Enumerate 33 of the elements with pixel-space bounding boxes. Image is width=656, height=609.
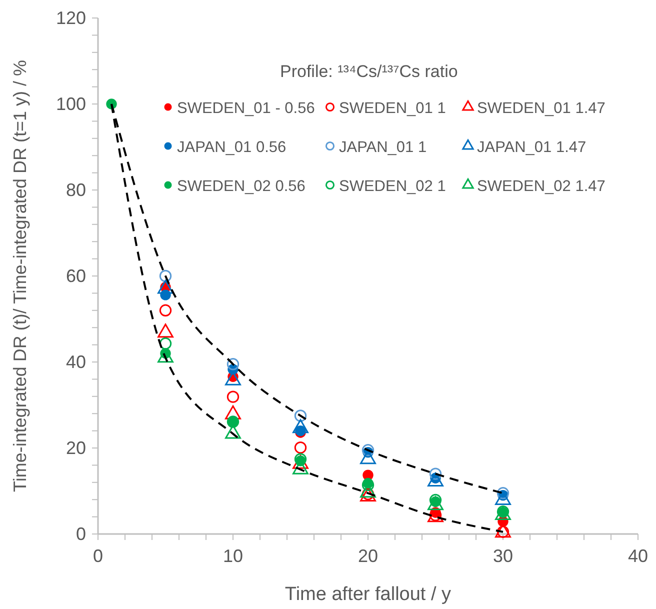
y-tick-label: 20: [66, 438, 86, 458]
point: [159, 337, 172, 350]
x-tick-label: 40: [628, 546, 648, 566]
point: [159, 270, 172, 282]
point: [362, 444, 374, 456]
legend-label: SWEDEN_01 1.47: [477, 100, 606, 117]
x-tick-label: 20: [358, 546, 378, 566]
legend-label: SWEDEN_01 - 0.56: [177, 100, 315, 117]
y-tick-label: 40: [66, 352, 86, 372]
y-tick-label: 120: [56, 8, 86, 28]
point: [496, 487, 510, 500]
y-tick-label: 60: [66, 266, 86, 286]
legend-label: SWEDEN_02 1.47: [477, 178, 606, 195]
x-tick-label: 30: [492, 546, 514, 566]
legend-label: JAPAN_01 1: [339, 139, 427, 156]
x-tick-label: 0: [92, 546, 104, 566]
point: [159, 304, 172, 316]
y-tick-label: 80: [66, 180, 86, 200]
x-axis-title: Time after fallout / y: [284, 584, 452, 605]
x-tick-label: 10: [222, 546, 244, 566]
point: [294, 410, 307, 422]
legend-label: JAPAN_01 1.47: [477, 139, 586, 156]
legend-label: SWEDEN_02 1: [339, 178, 446, 195]
y-axis-title: Time-integrated DR (t)/ Time-integrated DR (t=1 y) / %: [10, 60, 30, 492]
legend-label: SWEDEN_02 0.56: [177, 178, 306, 195]
point: [294, 441, 307, 454]
legend-label: SWEDEN_01 1: [339, 100, 446, 117]
point: [226, 390, 240, 403]
legend-label: JAPAN_01 0.56: [177, 139, 286, 156]
point: [226, 358, 240, 370]
legend-title: Profile: ¹³⁴Cs/¹³⁷Cs ratio: [280, 62, 458, 81]
y-tick-label: 100: [56, 94, 86, 114]
y-tick-label: 0: [76, 524, 86, 544]
